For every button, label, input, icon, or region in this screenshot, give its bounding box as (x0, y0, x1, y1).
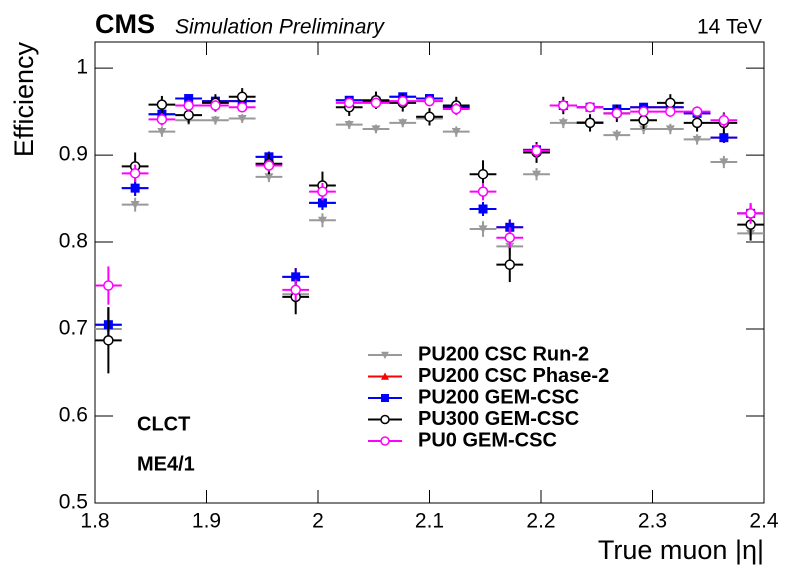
x-tick-label: 2.4 (749, 510, 779, 533)
marker (691, 117, 703, 129)
y-tick-label: 0.8 (59, 230, 88, 253)
marker (130, 201, 140, 210)
marker (291, 272, 301, 282)
marker (612, 131, 622, 140)
marker (236, 91, 248, 103)
x-axis-label: True muon |η| (598, 535, 764, 565)
marker (665, 125, 675, 134)
marker (184, 94, 194, 104)
marker (504, 259, 516, 270)
marker (370, 97, 382, 109)
marker (504, 232, 516, 243)
marker (638, 106, 649, 117)
marker (236, 101, 248, 113)
marker (380, 436, 390, 446)
y-tick-label: 0.7 (59, 317, 88, 340)
subtitle: Simulation Preliminary (175, 16, 385, 39)
marker (532, 170, 542, 179)
marker (665, 97, 676, 109)
marker (210, 116, 220, 125)
legend-label: PU0 GEM-CSC (418, 429, 557, 451)
marker (611, 108, 623, 119)
marker (344, 121, 354, 130)
y-tick-label: 1 (76, 56, 88, 79)
y-tick-label: 0.9 (59, 143, 88, 166)
marker (371, 125, 381, 134)
x-tick-label: 1.8 (80, 510, 109, 533)
marker (381, 372, 389, 380)
marker (451, 103, 462, 115)
marker (398, 119, 408, 128)
marker (665, 106, 676, 117)
marker (477, 168, 489, 180)
marker (380, 414, 390, 425)
marker (183, 100, 194, 111)
marker (317, 198, 327, 208)
marker (317, 186, 328, 197)
x-tick-label: 1.9 (192, 510, 221, 533)
marker (210, 100, 221, 111)
marker (451, 127, 461, 137)
marker (397, 95, 408, 107)
y-axis-label: Efficiency (9, 42, 39, 158)
marker (584, 101, 596, 113)
y-tick-label: 0.6 (59, 404, 88, 427)
marker (718, 115, 730, 126)
marker (290, 284, 301, 296)
marker (343, 97, 355, 109)
marker (639, 125, 649, 134)
marker (103, 335, 114, 346)
marker (381, 394, 389, 402)
marker (264, 173, 274, 182)
marker (477, 186, 489, 197)
marker (183, 109, 194, 121)
experiment-label: CMS (95, 9, 155, 39)
marker (237, 114, 247, 124)
x-tick-label: 2.2 (526, 510, 555, 533)
marker (745, 208, 756, 219)
x-tick-label: 2 (312, 510, 324, 533)
marker (129, 168, 141, 179)
legend-label: PU300 GEM-CSC (418, 408, 579, 430)
marker (478, 225, 488, 234)
marker (263, 160, 275, 171)
marker (558, 119, 568, 128)
marker (130, 183, 140, 193)
marker (157, 127, 167, 137)
marker (103, 280, 114, 291)
marker (381, 351, 389, 359)
energy-label: 14 TeV (697, 16, 762, 39)
annotation: CLCT (137, 413, 190, 435)
marker (156, 114, 168, 125)
legend-label: PU200 CSC Phase-2 (418, 365, 609, 387)
marker (317, 216, 327, 225)
y-tick-label: 0.5 (59, 491, 88, 514)
marker (531, 145, 542, 156)
marker (691, 106, 703, 117)
marker (558, 100, 569, 111)
x-tick-label: 2.1 (415, 510, 444, 533)
legend-label: PU200 CSC Run-2 (418, 343, 589, 365)
marker (719, 158, 729, 167)
marker (424, 111, 435, 123)
marker (478, 204, 488, 214)
annotation: ME4/1 (137, 453, 195, 475)
marker (719, 133, 729, 143)
marker (692, 135, 702, 144)
x-tick-label: 2.3 (638, 510, 667, 533)
marker (424, 95, 435, 107)
marker (584, 117, 596, 129)
legend-label: PU200 GEM-CSC (418, 386, 579, 408)
marker (156, 99, 168, 110)
marker (638, 115, 649, 126)
